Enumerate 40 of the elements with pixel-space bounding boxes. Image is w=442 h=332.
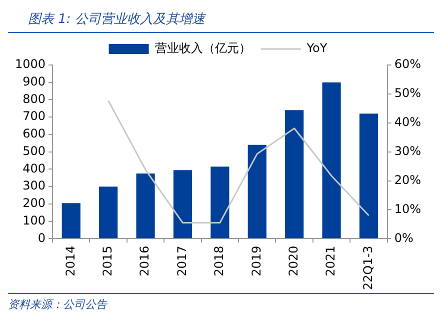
y2-tick-label: 10% [394,202,421,216]
bar [62,203,80,238]
y-tick-label: 100 [22,213,46,228]
y-tick-label: 1000 [14,57,46,72]
x-tick-label: 2016 [138,246,152,276]
bar [210,166,230,238]
y-tick-label: 800 [22,92,46,106]
bar [322,82,341,238]
x-tick-label: 2018 [212,246,226,276]
legend-label: 营业收入（亿元） [154,41,251,56]
y-tick-label: 200 [22,196,46,210]
y2-tick-label: 50% [394,86,421,100]
x-tick-label: 2019 [249,246,264,276]
bar [285,110,304,238]
x-tick-label: 2021 [324,246,338,276]
bar [173,170,192,238]
y-tick-label: 500 [22,144,46,158]
chart-title: 图表 1: 公司营业收入及其增速 [8,8,434,33]
bar [359,114,378,238]
y-tick-label: 400 [22,161,46,176]
bar [248,144,266,238]
y-tick-label: 0 [38,230,46,245]
y2-tick-label: 0% [394,230,414,245]
bar [136,174,155,238]
y2-tick-label: 40% [394,115,421,130]
x-tick-label: 2017 [174,246,189,276]
y-tick-label: 900 [22,74,46,88]
legend-label: YoY [306,41,328,56]
y2-tick-label: 30% [394,144,421,158]
y-tick-label: 600 [22,126,46,141]
x-tick-label: 22Q1-3 [360,246,375,290]
y2-tick-label: 60% [394,57,421,72]
text: 资料来源：公司公告 [8,293,434,315]
x-tick-label: 2014 [63,246,78,276]
y-tick-label: 700 [22,109,46,124]
x-tick-label: 2020 [286,246,300,276]
bar [99,186,118,238]
y2-tick-label: 20% [394,172,421,187]
x-tick-label: 2015 [100,246,114,276]
y-tick-label: 300 [22,178,46,193]
